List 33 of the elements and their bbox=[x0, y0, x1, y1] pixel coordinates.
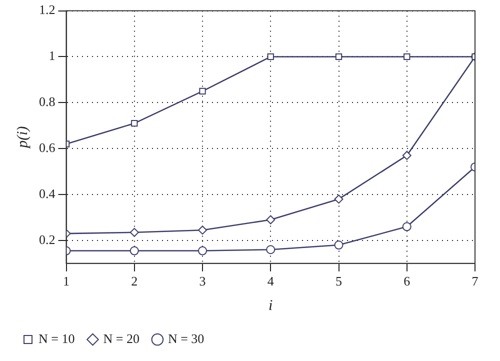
x-tick-label: 4 bbox=[267, 274, 274, 289]
legend-label: N = 20 bbox=[103, 330, 140, 346]
point bbox=[267, 53, 274, 60]
y-tick-label: 0.6 bbox=[39, 140, 56, 156]
point bbox=[198, 226, 207, 235]
legend-label: N = 10 bbox=[38, 330, 75, 346]
point bbox=[131, 120, 138, 127]
point bbox=[335, 53, 342, 60]
point bbox=[266, 245, 276, 254]
x-tick-label: 7 bbox=[472, 274, 479, 289]
point bbox=[402, 150, 412, 160]
point bbox=[130, 228, 139, 237]
y-tick-label: 1 bbox=[48, 48, 56, 64]
x-axis-title: i bbox=[268, 298, 273, 314]
x-tick-label: 2 bbox=[131, 274, 138, 289]
point bbox=[402, 222, 412, 232]
x-tick-label: 5 bbox=[336, 274, 342, 289]
x-tick-label: 1 bbox=[63, 274, 70, 289]
legend-label: N = 30 bbox=[168, 330, 204, 346]
point bbox=[266, 215, 276, 224]
point bbox=[130, 246, 139, 256]
y-tick-label: 1.2 bbox=[39, 2, 56, 18]
point bbox=[199, 88, 206, 94]
y-tick-label: 0.8 bbox=[39, 94, 56, 110]
point bbox=[334, 194, 344, 204]
point bbox=[334, 240, 344, 250]
x-tick-label: 3 bbox=[199, 274, 206, 289]
y-axis-title: p(i) bbox=[14, 126, 31, 149]
y-tick-label: 0.2 bbox=[39, 232, 56, 247]
x-tick-label: 6 bbox=[404, 274, 411, 289]
point bbox=[198, 246, 207, 256]
point bbox=[404, 53, 410, 60]
y-tick-label: 0.4 bbox=[39, 186, 56, 201]
